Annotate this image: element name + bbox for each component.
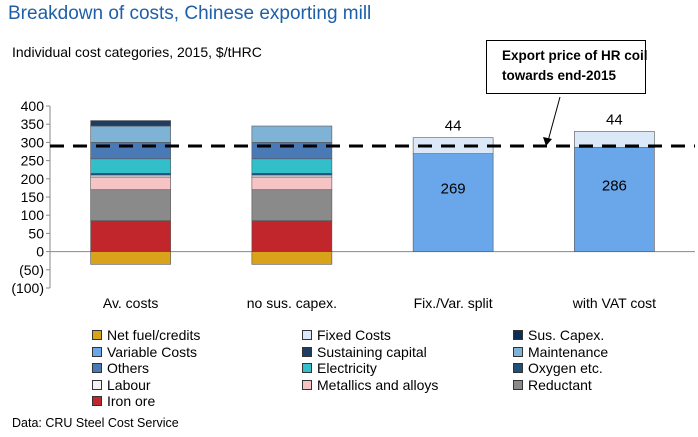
legend-label: Maintenance (528, 343, 609, 360)
legend-label: Reductant (528, 376, 592, 393)
legend-label: Sus. Capex. (528, 327, 605, 343)
y-tick-label: (100) (11, 280, 44, 296)
bar-segment-reductant (251, 189, 333, 221)
legend-label: Oxygen etc. (528, 360, 603, 377)
data-label: 269 (441, 181, 466, 198)
x-tick-label: with VAT cost (572, 295, 656, 311)
bar-segment-metallics-and-alloys (90, 176, 171, 191)
y-tick-label: 200 (21, 171, 45, 187)
legend-swatch (92, 363, 102, 374)
legend-item-sustaining-capital: Sustaining capital (302, 344, 427, 360)
data-label: 44 (445, 118, 462, 135)
legend-swatch (92, 330, 102, 340)
bar-segment-sustaining-capital (90, 120, 171, 127)
legend-swatch (513, 330, 523, 340)
legend-label: Sustaining capital (317, 343, 427, 360)
legend-item-iron-ore: Iron ore (92, 393, 155, 409)
legend-swatch (92, 379, 102, 390)
legend-label: Electricity (317, 360, 377, 377)
callout-line-2: towards end-2015 (502, 68, 617, 83)
y-tick-label: 0 (36, 244, 44, 260)
legend-label: Net fuel/credits (107, 327, 201, 343)
legend-swatch (302, 379, 312, 390)
bar-segment-electricity (90, 158, 171, 174)
legend-item-others: Others (92, 360, 149, 376)
export-price-callout: Export price of HR coil towards end-2015 (486, 40, 648, 94)
y-tick-label: 250 (21, 153, 45, 169)
bar-segment-iron-ore (90, 220, 171, 252)
legend-item-labour: Labour (92, 377, 151, 393)
y-tick-label: 150 (21, 189, 45, 205)
data-label: 44 (606, 111, 623, 128)
bar-segment-net-fuel-credits (251, 251, 333, 265)
legend-item-reductant: Reductant (513, 377, 592, 393)
bar-segment-electricity (251, 158, 333, 174)
y-tick-label: 50 (28, 225, 44, 241)
chart-title: Breakdown of costs, Chinese exporting mi… (8, 3, 372, 24)
x-tick-label: Av. costs (103, 295, 159, 311)
legend-item-fixed-costs: Fixed Costs (302, 327, 391, 343)
callout-line-1: Export price of HR coil (502, 48, 648, 63)
bar-segment-metallics-and-alloys (251, 176, 333, 191)
bar-segment-iron-ore (251, 220, 333, 252)
legend-label: Variable Costs (107, 343, 198, 360)
chart-subtitle: Individual cost categories, 2015, $/tHRC (12, 44, 262, 60)
y-tick-label: 100 (21, 207, 45, 223)
legend-item-variable-costs: Variable Costs (92, 344, 197, 360)
legend-swatch (302, 346, 312, 357)
bar-segment-net-fuel-credits (90, 251, 171, 265)
legend-label: Labour (107, 376, 151, 393)
legend-swatch (92, 396, 102, 407)
legend-swatch (513, 346, 523, 357)
legend-label: Others (107, 360, 150, 377)
legend-item-oxygen-etc-: Oxygen etc. (513, 360, 603, 376)
legend-swatch (302, 363, 312, 374)
x-tick-label: no sus. capex. (247, 295, 337, 311)
legend-item-net-fuel-credits: Net fuel/credits (92, 327, 200, 343)
bar-segment-variable-costs (574, 147, 655, 252)
callout-arrow (547, 96, 561, 142)
legend-swatch (513, 379, 523, 390)
y-tick-label: 350 (21, 116, 45, 132)
legend-swatch (302, 330, 312, 340)
legend-item-metallics-and-alloys: Metallics and alloys (302, 377, 438, 393)
legend-swatch (513, 363, 523, 374)
legend-item-sus-capex-: Sus. Capex. (513, 327, 604, 343)
legend-swatch (92, 346, 102, 357)
y-tick-label: 300 (21, 134, 45, 150)
legend-label: Fixed Costs (317, 327, 391, 343)
bar-segment-maintenance (90, 125, 171, 143)
bar-segment-variable-costs (412, 153, 494, 252)
callout-arrow-head (543, 137, 552, 146)
legend-label: Metallics and alloys (317, 376, 439, 393)
bar-segment-reductant (90, 189, 171, 221)
legend-item-maintenance: Maintenance (513, 344, 608, 360)
legend-item-electricity: Electricity (302, 360, 377, 376)
y-tick-label: (50) (19, 262, 44, 278)
bar-segment-maintenance (251, 125, 333, 143)
data-source: Data: CRU Steel Cost Service (12, 416, 179, 430)
x-tick-label: Fix./Var. split (414, 295, 493, 311)
y-tick-label: 400 (21, 98, 45, 114)
data-label: 286 (602, 177, 627, 194)
legend-label: Iron ore (107, 393, 156, 410)
